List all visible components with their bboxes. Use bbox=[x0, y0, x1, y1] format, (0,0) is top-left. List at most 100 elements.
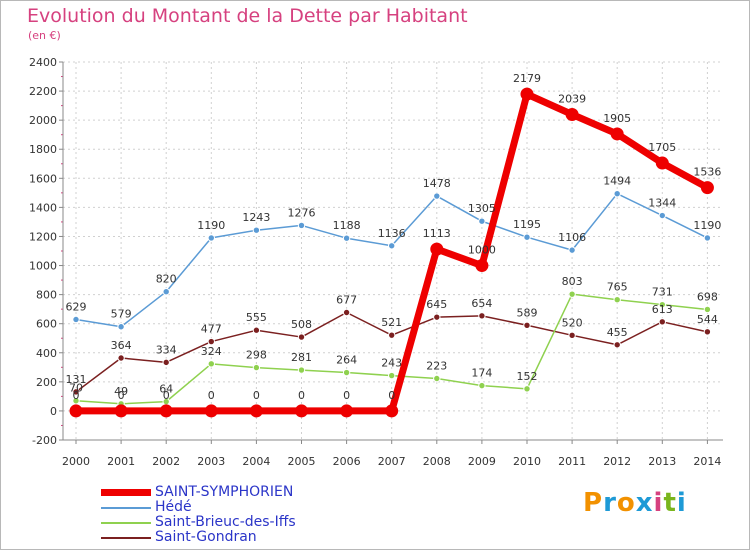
data-point bbox=[523, 233, 531, 241]
data-label: 613 bbox=[652, 303, 673, 316]
data-point bbox=[703, 234, 712, 242]
data-point bbox=[342, 308, 351, 317]
data-point bbox=[478, 312, 486, 320]
x-tick-label: 2005 bbox=[288, 455, 316, 468]
data-label: 243 bbox=[381, 357, 402, 370]
data-label: 1195 bbox=[513, 218, 541, 231]
data-point bbox=[297, 366, 306, 374]
data-label: 677 bbox=[336, 293, 357, 306]
proxiti-logo: Proxiti bbox=[583, 488, 687, 518]
y-tick-label: 1200 bbox=[29, 230, 57, 243]
data-label: 544 bbox=[697, 313, 718, 326]
y-tick-label: 2400 bbox=[29, 56, 57, 69]
data-point bbox=[117, 323, 125, 331]
data-point bbox=[520, 87, 534, 101]
data-point bbox=[114, 404, 128, 418]
data-point bbox=[478, 381, 486, 390]
data-point bbox=[385, 404, 399, 418]
data-label: 70 bbox=[69, 382, 83, 395]
data-point bbox=[207, 234, 216, 242]
data-point bbox=[295, 404, 308, 418]
data-point bbox=[252, 226, 261, 234]
x-tick-label: 2012 bbox=[603, 455, 631, 468]
data-point bbox=[655, 156, 669, 170]
y-tick-label: 200 bbox=[36, 376, 57, 389]
data-label: 508 bbox=[291, 318, 312, 331]
legend-label: SAINT-SYMPHORIEN bbox=[155, 484, 294, 500]
data-point bbox=[568, 290, 576, 298]
data-point bbox=[430, 242, 444, 256]
x-tick-label: 2009 bbox=[468, 455, 496, 468]
y-axis: -200 0 200 400 600 800 1000 1200 1400 1600 1800 200… bbox=[29, 56, 64, 447]
data-point bbox=[658, 318, 666, 326]
data-point bbox=[610, 127, 624, 141]
data-label: 765 bbox=[607, 281, 628, 294]
x-tick-label: 2007 bbox=[378, 455, 406, 468]
data-point bbox=[207, 360, 216, 368]
data-label: 64 bbox=[159, 383, 173, 396]
x-tick-label: 2006 bbox=[333, 455, 361, 468]
data-label: 131 bbox=[66, 373, 87, 386]
chart-title: Evolution du Montant de la Dette par Hab… bbox=[27, 5, 468, 27]
data-label: 579 bbox=[111, 308, 132, 321]
data-label: 1705 bbox=[648, 141, 676, 154]
data-label: 0 bbox=[208, 389, 215, 402]
y-tick-label: 2000 bbox=[29, 114, 57, 127]
data-label: 1113 bbox=[423, 227, 451, 240]
data-point bbox=[658, 300, 666, 309]
data-point bbox=[613, 296, 621, 304]
y-tick-label: 800 bbox=[36, 289, 57, 302]
data-label: 298 bbox=[246, 349, 267, 362]
data-label: 264 bbox=[336, 354, 357, 367]
data-label: 555 bbox=[246, 311, 267, 324]
data-point bbox=[252, 326, 261, 334]
data-point bbox=[613, 341, 621, 349]
data-point bbox=[388, 371, 396, 380]
x-tick-label: 2000 bbox=[62, 455, 90, 468]
y-tick-label: 0 bbox=[50, 405, 57, 418]
legend-label: Saint-Gondran bbox=[155, 529, 257, 545]
data-point bbox=[700, 181, 714, 195]
data-label: 223 bbox=[426, 360, 447, 373]
x-tick-label: 2003 bbox=[197, 455, 225, 468]
data-label: 1905 bbox=[603, 112, 631, 125]
legend-swatch bbox=[101, 522, 151, 524]
data-label: 1243 bbox=[242, 211, 270, 224]
data-label: 477 bbox=[201, 323, 222, 336]
x-tick-label: 2014 bbox=[693, 455, 721, 468]
x-tick-label: 2001 bbox=[107, 455, 135, 468]
data-point bbox=[297, 333, 306, 341]
data-label: 1188 bbox=[333, 219, 361, 232]
data-label: 1190 bbox=[693, 219, 721, 232]
data-point bbox=[658, 211, 666, 220]
data-point bbox=[613, 190, 621, 198]
data-label: 1136 bbox=[378, 227, 406, 240]
data-label: 364 bbox=[111, 339, 132, 352]
data-label: 589 bbox=[517, 306, 538, 319]
data-label: 1000 bbox=[468, 244, 496, 257]
data-point bbox=[433, 313, 441, 321]
data-point bbox=[69, 404, 83, 418]
data-point bbox=[297, 221, 306, 230]
y-tick-label: 2200 bbox=[29, 85, 57, 98]
legend-swatch bbox=[101, 537, 151, 539]
data-point bbox=[388, 242, 396, 250]
legend-swatch bbox=[101, 489, 151, 496]
data-point bbox=[342, 234, 351, 242]
data-point bbox=[340, 404, 354, 418]
data-label: 1190 bbox=[197, 219, 225, 232]
data-label: 654 bbox=[471, 297, 492, 310]
data-point bbox=[207, 337, 216, 346]
y-tick-label: -200 bbox=[32, 434, 57, 447]
data-point bbox=[523, 385, 531, 393]
data-label: 1276 bbox=[288, 206, 316, 219]
data-label: 0 bbox=[253, 389, 260, 402]
y-tick-label: 400 bbox=[36, 347, 57, 360]
data-point bbox=[162, 288, 170, 296]
data-point bbox=[252, 363, 261, 372]
x-tick-label: 2011 bbox=[558, 455, 586, 468]
data-label: 629 bbox=[66, 300, 87, 313]
x-tick-label: 2004 bbox=[242, 455, 270, 468]
data-label: 1344 bbox=[648, 197, 676, 210]
y-tick-label: 600 bbox=[36, 318, 57, 331]
